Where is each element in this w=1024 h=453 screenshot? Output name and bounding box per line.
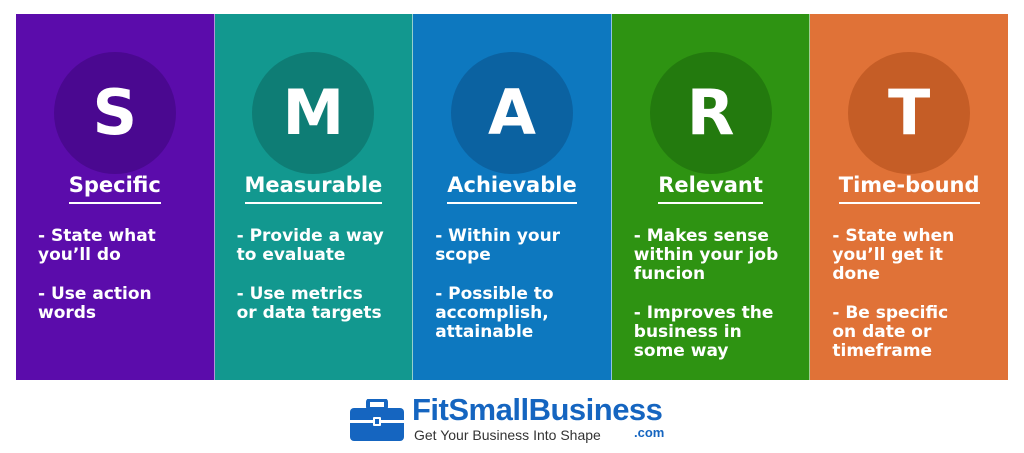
- bullet-point: - Use metrics or data targets: [236, 284, 382, 323]
- bullet-point: - Possible to accomplish, attainable: [435, 284, 554, 342]
- letter-t: T: [888, 76, 931, 149]
- column-specific: S Specific - State what you’ll do - Use …: [16, 14, 215, 380]
- letter-a: A: [487, 76, 536, 149]
- smart-columns: S Specific - State what you’ll do - Use …: [16, 14, 1008, 380]
- letter-s: S: [92, 76, 138, 149]
- column-title: Time-bound: [838, 172, 980, 204]
- bullet-point: - Within your scope: [435, 226, 561, 265]
- brand-name: FitSmallBusiness: [412, 392, 663, 427]
- bullet-point: - Improves the business in some way: [633, 303, 774, 361]
- column-title: Achievable: [447, 172, 577, 204]
- letter-circle: S: [53, 52, 176, 174]
- bullet-point: - Use action words: [38, 284, 152, 323]
- letter-circle: A: [450, 52, 573, 174]
- column-title: Measurable: [244, 172, 383, 204]
- bullet-point: - State when you’ll get it done: [832, 226, 955, 284]
- letter-m: M: [282, 76, 345, 149]
- briefcase-icon: [350, 399, 404, 441]
- column-relevant: R Relevant - Makes sense within your job…: [611, 14, 811, 380]
- bullet-point: - Provide a way to evaluate: [236, 226, 384, 265]
- fitsmallbusiness-logo[interactable]: FitSmallBusiness Get Your Business Into …: [348, 393, 678, 447]
- bullet-point: - Makes sense within your job funcion: [633, 226, 779, 284]
- bullet-point: - Be specific on date or timeframe: [832, 303, 949, 361]
- brand-tagline: Get Your Business Into Shape: [414, 427, 601, 443]
- brand-dotcom: .com: [634, 425, 665, 440]
- column-title: Relevant: [658, 172, 763, 204]
- letter-circle: T: [848, 52, 971, 174]
- column-measurable: M Measurable - Provide a way to evaluate…: [214, 14, 414, 380]
- letter-circle: M: [252, 52, 375, 174]
- column-achievable: A Achievable - Within your scope - Possi…: [413, 14, 612, 380]
- column-title: Specific: [68, 172, 161, 204]
- column-time-bound: T Time-bound - State when you’ll get it …: [810, 14, 1008, 380]
- bullet-point: - State what you’ll do: [38, 226, 156, 265]
- letter-circle: R: [649, 52, 772, 174]
- letter-r: R: [686, 76, 735, 149]
